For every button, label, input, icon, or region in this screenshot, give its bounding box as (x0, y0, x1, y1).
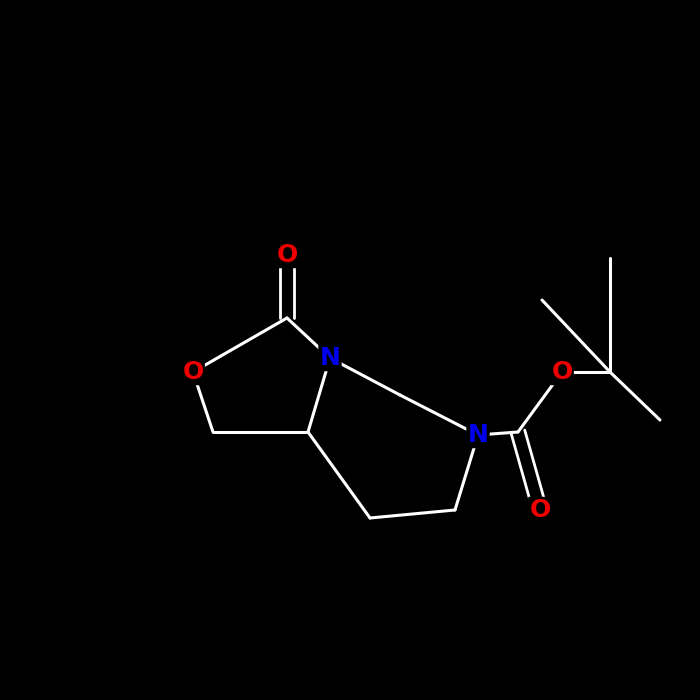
Text: O: O (552, 360, 573, 384)
Text: O: O (529, 498, 551, 522)
Text: N: N (320, 346, 340, 370)
Text: O: O (276, 243, 298, 267)
Text: N: N (468, 423, 489, 447)
Text: O: O (183, 360, 204, 384)
